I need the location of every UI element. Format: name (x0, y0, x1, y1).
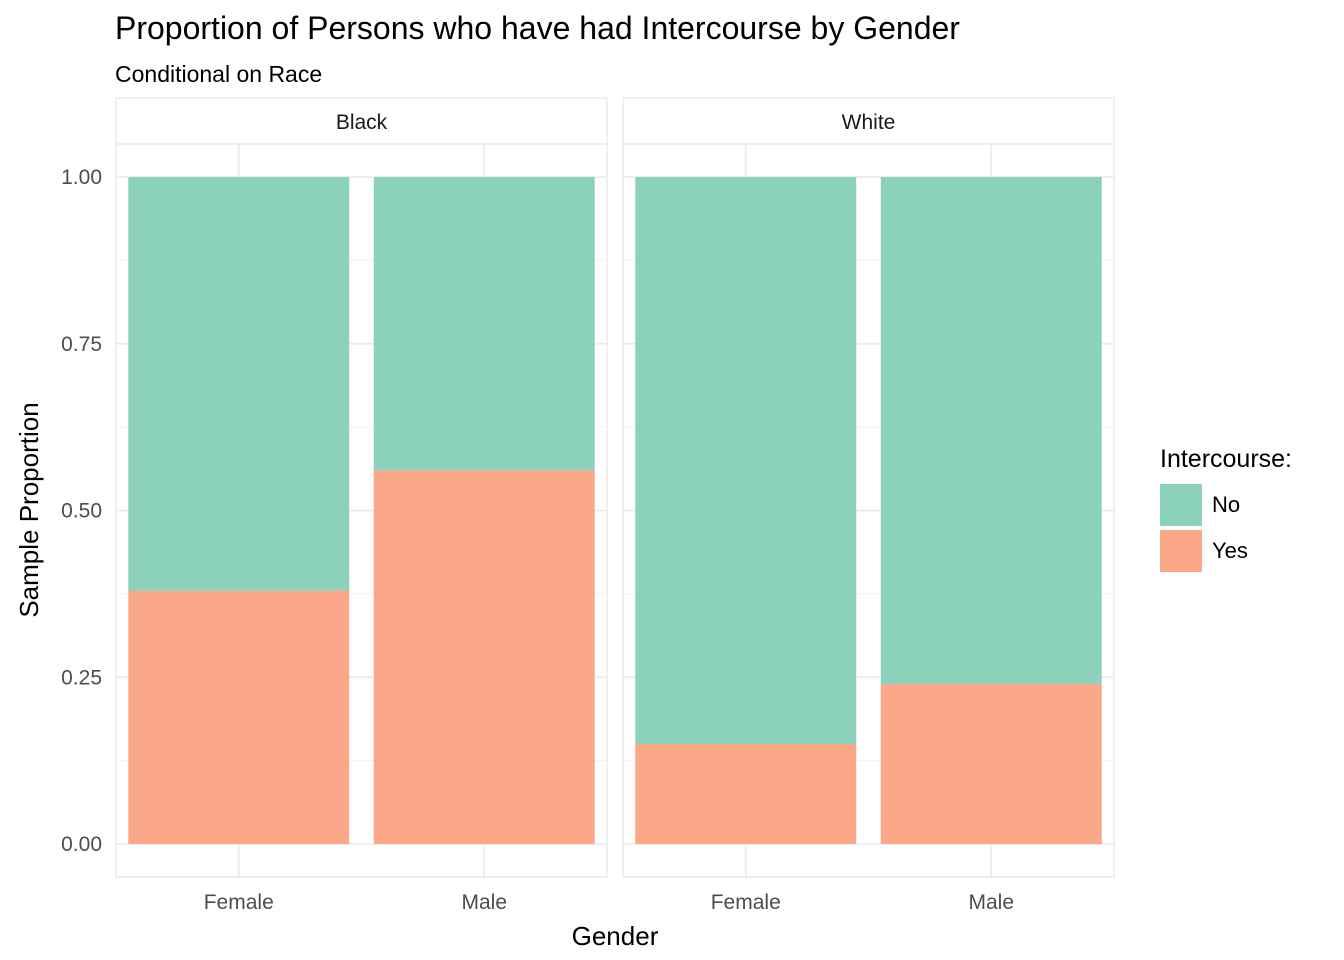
x-tick-label: Male (968, 891, 1014, 914)
bar-black-female-yes (128, 590, 350, 844)
x-tick-label: Male (461, 891, 507, 914)
facet-label-black: Black (336, 111, 388, 134)
bar-black-male-no (373, 177, 595, 471)
bar-white-female-yes (635, 743, 857, 844)
chart-subtitle: Conditional on Race (115, 61, 323, 87)
legend-label-yes: Yes (1212, 538, 1248, 563)
facet-label-white: White (842, 111, 896, 134)
legend-swatch-yes (1160, 530, 1202, 572)
y-tick-label: 1.00 (61, 166, 102, 189)
bar-white-male-no (880, 177, 1102, 684)
y-tick-label: 0.75 (61, 333, 102, 356)
x-tick-label: Female (711, 891, 781, 914)
legend-swatch-no (1160, 484, 1202, 526)
y-tick-label: 0.00 (61, 833, 102, 856)
y-tick-label: 0.50 (61, 500, 102, 523)
legend-item-yes: Yes (1160, 528, 1292, 574)
legend-title: Intercourse: (1160, 445, 1293, 473)
x-axis-title: Gender (572, 921, 659, 951)
bar-black-female-no (128, 177, 350, 591)
x-tick-label: Female (204, 891, 274, 914)
y-tick-label: 0.25 (61, 666, 102, 689)
bar-white-female-no (635, 177, 857, 744)
legend-label-no: No (1212, 492, 1241, 517)
legend-item-no: No (1160, 482, 1292, 528)
bar-black-male-yes (373, 470, 595, 844)
bar-white-male-yes (880, 683, 1102, 844)
legend: Intercourse: No Yes (1160, 445, 1292, 574)
y-axis-title: Sample Proportion (14, 402, 44, 617)
chart-title: Proportion of Persons who have had Inter… (115, 10, 960, 46)
